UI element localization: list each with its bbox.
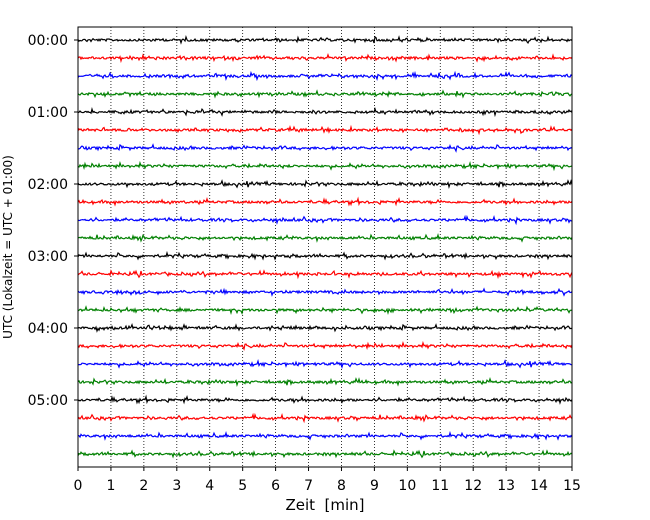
seismogram-trace (77, 394, 573, 405)
x-tick-label: 14 (530, 478, 548, 494)
x-tick-label: 1 (106, 478, 115, 494)
x-tick-label: 4 (205, 478, 214, 494)
x-tick-label: 15 (563, 478, 581, 494)
seismogram-trace (77, 449, 573, 459)
y-tick-label: 01:00 (28, 105, 68, 121)
seismogram-trace (77, 340, 573, 351)
seismogram-trace (77, 412, 573, 424)
y-tick-label: 00:00 (28, 33, 68, 49)
y-tick-label: 03:00 (28, 249, 68, 265)
seismogram-trace (77, 430, 573, 441)
seismogram-trace (77, 143, 573, 153)
seismogram-trace (77, 358, 573, 370)
seismogram-trace (77, 214, 573, 226)
seismogram-trace (77, 179, 573, 190)
seismogram-trace (77, 233, 573, 243)
seismogram-trace (77, 250, 573, 261)
seismogram-trace (77, 269, 573, 280)
x-axis-title: Zeit [min] (285, 496, 364, 514)
x-tick-label: 5 (238, 478, 247, 494)
x-tick-label: 9 (370, 478, 379, 494)
x-tick-label: 13 (497, 478, 515, 494)
seismogram-trace (77, 323, 573, 333)
seismogram-trace (77, 287, 573, 297)
plot-frame (77, 26, 573, 468)
seismogram-trace (77, 89, 573, 99)
seismogram-trace (77, 305, 573, 316)
seismogram-trace (77, 160, 573, 172)
seismogram-traces (77, 34, 573, 459)
y-tick-label: 02:00 (28, 177, 68, 193)
x-tick-label: 3 (172, 478, 181, 494)
seismogram-trace (77, 124, 573, 136)
x-tick-label: 10 (398, 478, 416, 494)
y-tick-label: 04:00 (28, 321, 68, 337)
seismogram-trace (77, 196, 573, 207)
x-tick-label: 2 (139, 478, 148, 494)
x-tick-label: 11 (431, 478, 449, 494)
y-axis-title: UTC (Lokalzeit = UTC + 01:00) (1, 155, 15, 339)
grid-lines (110, 27, 540, 467)
y-tick-label: 05:00 (28, 393, 68, 409)
seismogram-trace (77, 106, 573, 118)
seismogram-trace (77, 34, 573, 45)
seismogram-trace (77, 53, 573, 64)
x-tick-label: 6 (271, 478, 280, 494)
x-axis-ticks: 0 1 2 3 4 5 6 7 8 9 10 11 12 13 14 15 (74, 467, 581, 494)
x-tick-label: 0 (74, 478, 83, 494)
x-tick-label: 8 (337, 478, 346, 494)
seismogram-trace (77, 377, 573, 388)
x-tick-label: 7 (304, 478, 313, 494)
seismogram-trace (77, 70, 573, 82)
y-axis-ticks: 00:00 01:00 02:00 03:00 04:00 05:00 (28, 33, 78, 409)
x-tick-label: 12 (464, 478, 482, 494)
